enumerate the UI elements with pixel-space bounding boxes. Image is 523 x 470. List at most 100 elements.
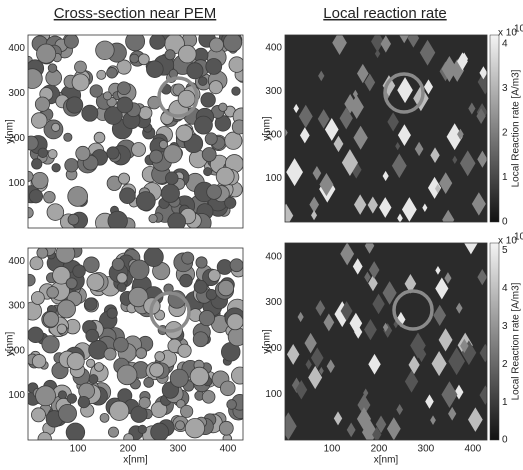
rate-patch	[293, 103, 299, 114]
particle	[81, 104, 99, 122]
particle	[131, 142, 146, 157]
rate-patch	[414, 141, 424, 157]
rate-patch	[457, 52, 468, 71]
y-tick-label: 100	[265, 389, 282, 400]
highlight-ring	[149, 291, 191, 333]
rate-patch	[363, 388, 369, 398]
y-tick-label: 400	[8, 256, 25, 267]
rate-patch	[344, 94, 357, 114]
particle	[167, 212, 186, 228]
particle	[165, 171, 179, 185]
particle	[215, 166, 235, 186]
rate-patch	[340, 243, 355, 266]
rate-patch	[353, 194, 367, 215]
particle	[117, 81, 131, 96]
particle	[198, 76, 208, 86]
colorbar-label: Local Reaction rate [A/m3]	[511, 282, 522, 400]
particle	[179, 273, 193, 288]
rate-patch	[354, 325, 363, 339]
rate-patch	[298, 104, 313, 128]
rate-patch	[423, 79, 434, 95]
rate-patch	[323, 313, 335, 332]
rate-patch	[340, 301, 353, 321]
particle	[36, 43, 57, 64]
particle	[74, 60, 87, 74]
panel-image	[28, 35, 243, 228]
particle	[194, 115, 213, 135]
particle	[29, 256, 44, 271]
particle	[135, 347, 148, 359]
rate-patch	[446, 123, 463, 151]
rate-patch	[477, 269, 487, 286]
rate-patch	[357, 394, 371, 416]
column-title: Cross-section near PEM	[54, 5, 217, 22]
particle	[66, 393, 78, 404]
particle	[30, 291, 45, 305]
rate-patch	[286, 344, 300, 365]
x-axis-label: x[nm]	[374, 455, 399, 465]
rate-patch	[334, 301, 350, 328]
rate-patch	[356, 407, 372, 431]
particle	[149, 362, 165, 378]
frame	[27, 34, 244, 229]
rate-patch	[441, 55, 458, 83]
particle	[63, 35, 79, 49]
particle	[231, 119, 243, 135]
x-tick-label: 100	[70, 444, 87, 455]
rate-patch	[368, 353, 381, 375]
rate-patch	[346, 422, 356, 438]
rate-patch	[372, 293, 385, 315]
particle	[228, 56, 243, 73]
particle	[109, 400, 130, 421]
particle	[195, 256, 208, 269]
colorbar-tick-label: 3	[502, 83, 508, 94]
rate-patch	[444, 272, 452, 285]
rate-patch	[317, 109, 330, 129]
particle	[201, 390, 216, 404]
particle	[158, 139, 169, 150]
particle	[52, 266, 71, 285]
colorbar	[489, 34, 500, 223]
particle	[164, 49, 176, 61]
particle	[223, 35, 243, 52]
rate-patch	[425, 394, 434, 409]
particle	[184, 418, 206, 439]
rate-patch	[318, 366, 324, 375]
rate-patch	[304, 332, 317, 354]
particle	[163, 144, 183, 164]
colorbar-multiplier: x 10	[498, 28, 517, 39]
colorbar-tick-label: 0	[502, 435, 508, 446]
y-tick-label: 200	[8, 345, 25, 356]
particle	[28, 135, 39, 151]
particle	[77, 395, 90, 409]
particle	[181, 251, 195, 265]
particle	[129, 53, 140, 64]
y-tick-label: 100	[8, 178, 25, 189]
rate-patch	[479, 385, 487, 405]
rate-patch	[372, 426, 382, 440]
particle	[193, 279, 208, 294]
y-tick-label: 300	[8, 301, 25, 312]
particle	[106, 67, 118, 79]
particle	[55, 248, 76, 264]
particle	[95, 40, 115, 60]
rate-patch	[439, 172, 453, 195]
particle	[207, 269, 221, 282]
y-tick-label: 300	[265, 297, 282, 308]
particle	[146, 60, 164, 78]
particle	[130, 405, 148, 423]
particle	[84, 297, 98, 311]
particle	[47, 63, 58, 73]
rate-patch	[408, 355, 420, 375]
rate-patch	[382, 322, 389, 332]
particle	[116, 96, 134, 114]
rate-patch	[397, 77, 413, 104]
particle	[201, 147, 217, 162]
frame	[284, 34, 488, 223]
particle	[102, 91, 112, 101]
rate-patch	[441, 381, 458, 408]
particle	[137, 53, 150, 66]
particle	[123, 433, 134, 440]
particle	[175, 420, 185, 431]
particle	[86, 273, 105, 291]
